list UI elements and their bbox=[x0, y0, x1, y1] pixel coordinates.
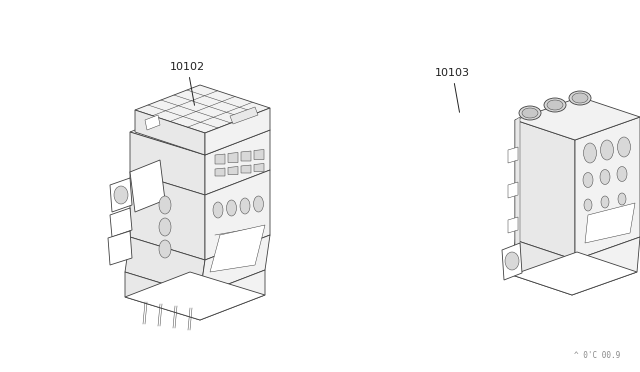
Ellipse shape bbox=[584, 199, 592, 211]
Polygon shape bbox=[585, 203, 635, 243]
Polygon shape bbox=[210, 225, 265, 272]
Polygon shape bbox=[130, 132, 205, 195]
Ellipse shape bbox=[522, 108, 538, 118]
Polygon shape bbox=[205, 108, 270, 155]
Ellipse shape bbox=[544, 98, 566, 112]
Polygon shape bbox=[241, 165, 251, 173]
Ellipse shape bbox=[617, 167, 627, 182]
Ellipse shape bbox=[618, 137, 630, 157]
Polygon shape bbox=[135, 110, 205, 155]
Text: 10102: 10102 bbox=[170, 62, 205, 105]
Polygon shape bbox=[130, 172, 205, 260]
Polygon shape bbox=[125, 272, 265, 320]
Polygon shape bbox=[200, 235, 270, 295]
Polygon shape bbox=[512, 240, 575, 295]
Ellipse shape bbox=[240, 198, 250, 214]
Ellipse shape bbox=[600, 170, 610, 185]
Polygon shape bbox=[575, 117, 640, 260]
Ellipse shape bbox=[618, 193, 626, 205]
Polygon shape bbox=[108, 231, 132, 265]
Ellipse shape bbox=[572, 93, 588, 103]
Ellipse shape bbox=[159, 196, 171, 214]
Ellipse shape bbox=[227, 200, 237, 216]
Ellipse shape bbox=[114, 186, 128, 204]
Polygon shape bbox=[572, 237, 640, 295]
Polygon shape bbox=[205, 170, 270, 260]
Polygon shape bbox=[508, 182, 518, 198]
Polygon shape bbox=[130, 107, 270, 155]
Ellipse shape bbox=[159, 218, 171, 236]
Polygon shape bbox=[230, 107, 258, 124]
Polygon shape bbox=[135, 85, 270, 133]
Ellipse shape bbox=[600, 140, 614, 160]
Ellipse shape bbox=[584, 143, 596, 163]
Polygon shape bbox=[200, 270, 265, 320]
Polygon shape bbox=[215, 154, 225, 164]
Ellipse shape bbox=[213, 202, 223, 218]
Polygon shape bbox=[125, 272, 200, 320]
Polygon shape bbox=[241, 151, 251, 161]
Polygon shape bbox=[515, 97, 640, 140]
Ellipse shape bbox=[159, 240, 171, 258]
Text: 10103: 10103 bbox=[435, 68, 470, 112]
Ellipse shape bbox=[505, 252, 519, 270]
Ellipse shape bbox=[547, 100, 563, 110]
Polygon shape bbox=[508, 147, 518, 163]
Polygon shape bbox=[508, 217, 518, 233]
Ellipse shape bbox=[601, 196, 609, 208]
Text: ^ 0'C 00.9: ^ 0'C 00.9 bbox=[573, 351, 620, 360]
Polygon shape bbox=[215, 168, 225, 176]
Polygon shape bbox=[110, 178, 132, 212]
Polygon shape bbox=[515, 120, 575, 260]
Polygon shape bbox=[205, 130, 270, 195]
Polygon shape bbox=[228, 167, 238, 174]
Ellipse shape bbox=[583, 173, 593, 187]
Polygon shape bbox=[228, 153, 238, 163]
Polygon shape bbox=[125, 237, 205, 295]
Polygon shape bbox=[512, 252, 637, 295]
Polygon shape bbox=[515, 117, 520, 263]
Ellipse shape bbox=[569, 91, 591, 105]
Polygon shape bbox=[145, 115, 160, 130]
Ellipse shape bbox=[519, 106, 541, 120]
Polygon shape bbox=[110, 208, 132, 237]
Polygon shape bbox=[502, 243, 522, 280]
Polygon shape bbox=[254, 150, 264, 160]
Ellipse shape bbox=[253, 196, 264, 212]
Polygon shape bbox=[130, 160, 165, 212]
Polygon shape bbox=[254, 164, 264, 171]
